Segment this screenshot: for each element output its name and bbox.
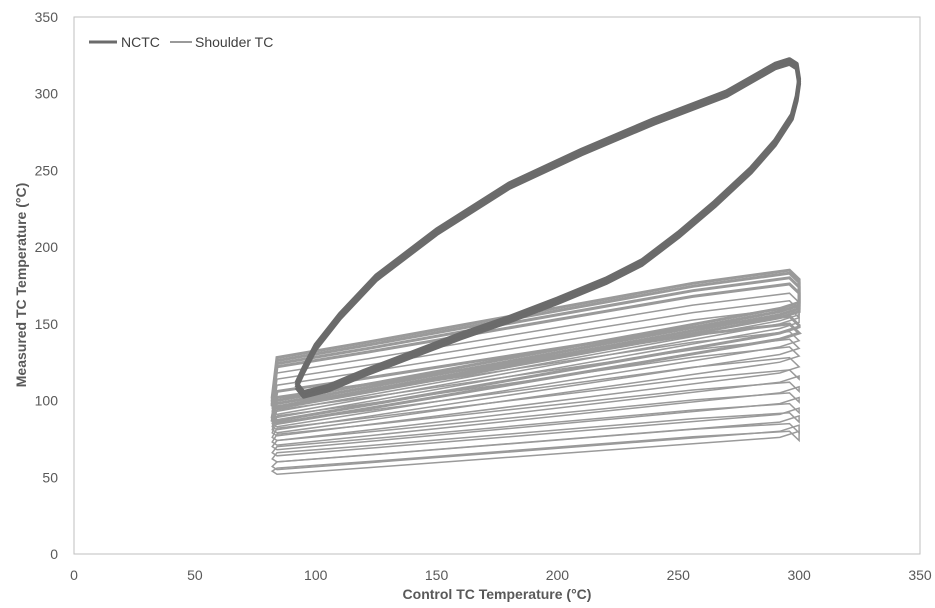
- y-tick-label: 100: [35, 393, 59, 409]
- y-tick-label: 50: [42, 469, 58, 485]
- y-tick-label: 150: [35, 316, 59, 332]
- y-tick-label: 200: [35, 239, 59, 255]
- shoulder-tc-loop: [271, 300, 800, 416]
- series-layer: [270, 57, 802, 475]
- y-axis-title: Measured TC Temperature (°C): [13, 183, 29, 388]
- legend-label-shoulder-tc: Shoulder TC: [195, 34, 273, 50]
- shoulder-tc-loop: [271, 292, 800, 413]
- x-tick-label: 350: [908, 567, 932, 583]
- x-axis: 0 50 100 150 200 250 300 350: [70, 567, 932, 583]
- y-tick-label: 300: [35, 86, 59, 102]
- shoulder-tc-loop: [271, 392, 800, 451]
- y-tick-label: 0: [50, 546, 58, 562]
- x-tick-label: 0: [70, 567, 78, 583]
- x-tick-label: 300: [787, 567, 811, 583]
- shoulder-tc-loop: [271, 307, 800, 419]
- shoulder-tc-loop: [270, 271, 801, 406]
- shoulder-tc-loop: [271, 330, 801, 428]
- y-axis: 0 50 100 150 200 250 300 350: [35, 9, 59, 562]
- x-axis-title: Control TC Temperature (°C): [403, 586, 592, 602]
- shoulder-tc-loop: [271, 402, 800, 457]
- x-tick-label: 100: [304, 567, 328, 583]
- y-tick-label: 350: [35, 9, 59, 25]
- shoulder-tc-loop: [271, 381, 800, 446]
- shoulder-tc-loop: [270, 282, 801, 410]
- x-tick-label: 50: [187, 567, 203, 583]
- shoulder-tc-loop: [271, 369, 800, 442]
- nctc-loop: [294, 61, 802, 399]
- shoulder-tc-loop: [270, 430, 800, 475]
- legend-label-nctc: NCTC: [121, 34, 160, 50]
- x-tick-label: 150: [425, 567, 449, 583]
- x-tick-label: 200: [546, 567, 570, 583]
- shoulder-tc-loop: [271, 346, 801, 434]
- legend: NCTC Shoulder TC: [89, 34, 273, 50]
- x-tick-label: 250: [667, 567, 691, 583]
- y-tick-label: 250: [35, 162, 59, 178]
